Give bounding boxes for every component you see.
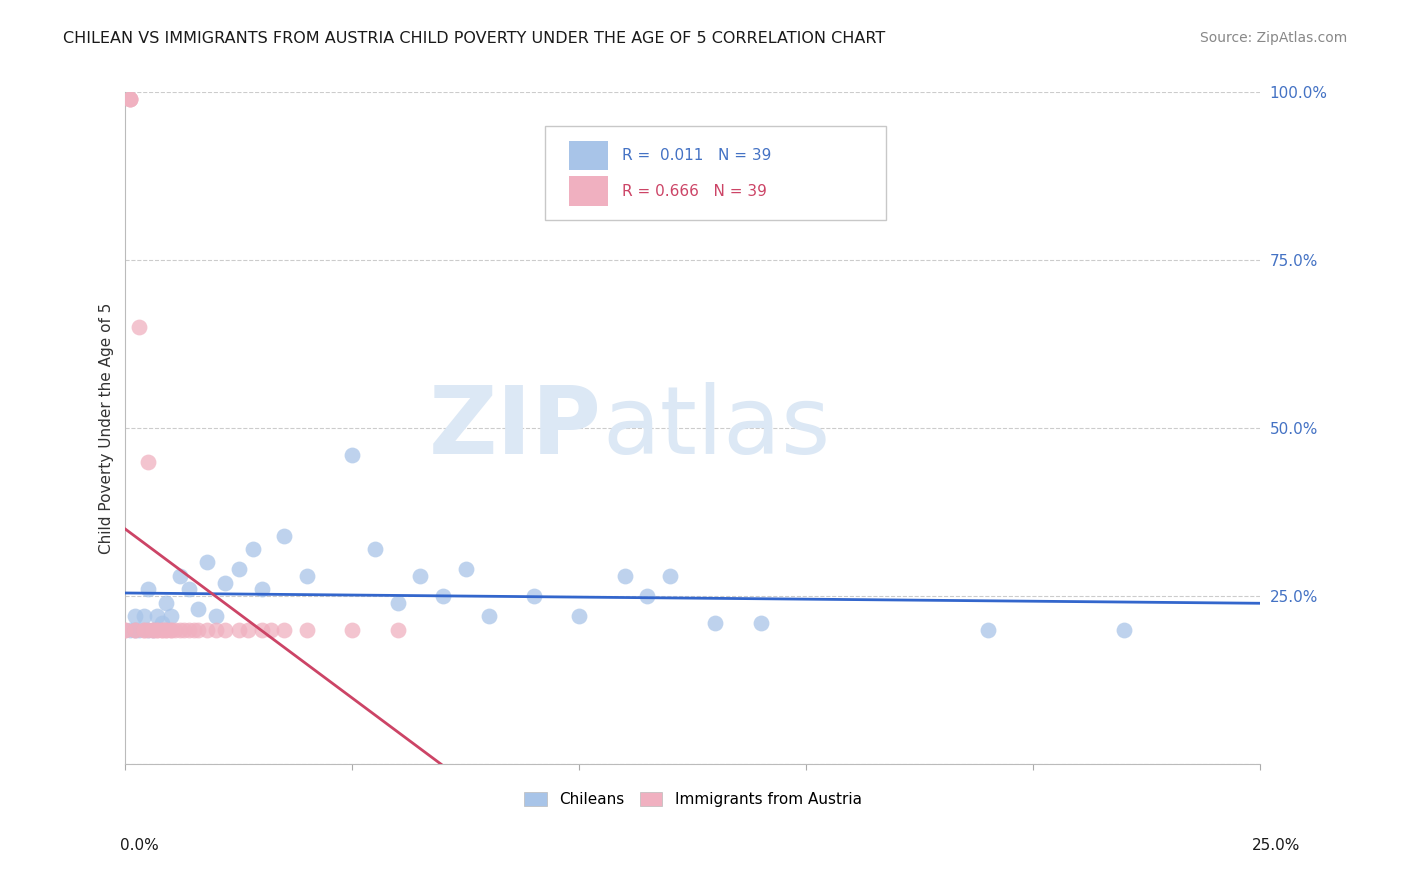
Point: [387, 596, 409, 610]
Text: 25.0%: 25.0%: [1253, 838, 1301, 853]
Point: [132, 623, 155, 637]
Point: [169, 623, 191, 637]
Point: [142, 623, 165, 637]
Point: [146, 623, 169, 637]
Text: R =  0.011   N = 39: R = 0.011 N = 39: [623, 148, 772, 163]
Text: CHILEAN VS IMMIGRANTS FROM AUSTRIA CHILD POVERTY UNDER THE AGE OF 5 CORRELATION : CHILEAN VS IMMIGRANTS FROM AUSTRIA CHILD…: [63, 31, 886, 46]
Point: [136, 582, 159, 597]
Point: [387, 623, 409, 637]
Point: [177, 623, 200, 637]
Point: [523, 589, 546, 603]
Legend: Chileans, Immigrants from Austria: Chileans, Immigrants from Austria: [517, 786, 868, 814]
Point: [659, 569, 682, 583]
Point: [173, 623, 195, 637]
Text: atlas: atlas: [602, 382, 830, 474]
Point: [160, 623, 183, 637]
Point: [242, 541, 264, 556]
Point: [214, 575, 236, 590]
Point: [136, 623, 159, 637]
Point: [636, 589, 658, 603]
Point: [136, 455, 159, 469]
FancyBboxPatch shape: [569, 177, 607, 206]
Point: [155, 596, 177, 610]
Point: [749, 615, 772, 630]
Point: [155, 623, 177, 637]
Point: [146, 623, 169, 637]
Text: R = 0.666   N = 39: R = 0.666 N = 39: [623, 184, 768, 199]
Point: [568, 609, 591, 624]
Text: ZIP: ZIP: [429, 382, 602, 474]
Point: [187, 623, 209, 637]
Point: [187, 602, 209, 616]
Point: [142, 623, 165, 637]
Point: [132, 623, 155, 637]
Point: [118, 92, 141, 106]
Point: [432, 589, 454, 603]
FancyBboxPatch shape: [569, 141, 607, 170]
Text: 0.0%: 0.0%: [120, 838, 159, 853]
Point: [128, 320, 150, 334]
Point: [124, 623, 146, 637]
Point: [169, 569, 191, 583]
Point: [342, 623, 364, 637]
Point: [205, 623, 228, 637]
Point: [409, 569, 432, 583]
Point: [195, 623, 218, 637]
Point: [136, 623, 159, 637]
Point: [150, 615, 173, 630]
Point: [477, 609, 499, 624]
Point: [165, 623, 187, 637]
Point: [228, 623, 250, 637]
Point: [214, 623, 236, 637]
Point: [118, 623, 141, 637]
Point: [195, 555, 218, 569]
Y-axis label: Child Poverty Under the Age of 5: Child Poverty Under the Age of 5: [100, 302, 114, 554]
Point: [124, 623, 146, 637]
Point: [132, 609, 155, 624]
Point: [205, 609, 228, 624]
Point: [295, 569, 318, 583]
Point: [454, 562, 477, 576]
Point: [118, 92, 141, 106]
Point: [128, 623, 150, 637]
Point: [704, 615, 727, 630]
Point: [250, 623, 273, 637]
Point: [273, 623, 295, 637]
Point: [118, 92, 141, 106]
Point: [260, 623, 283, 637]
Point: [1112, 623, 1135, 637]
Point: [142, 623, 165, 637]
Point: [183, 623, 205, 637]
Point: [364, 541, 387, 556]
Point: [177, 582, 200, 597]
Point: [228, 562, 250, 576]
Point: [150, 623, 173, 637]
FancyBboxPatch shape: [546, 126, 886, 220]
Point: [124, 623, 146, 637]
Point: [124, 609, 146, 624]
Point: [150, 623, 173, 637]
Point: [114, 623, 136, 637]
Point: [114, 623, 136, 637]
Text: Source: ZipAtlas.com: Source: ZipAtlas.com: [1199, 31, 1347, 45]
Point: [273, 528, 295, 542]
Point: [295, 623, 318, 637]
Point: [613, 569, 636, 583]
Point: [160, 623, 183, 637]
Point: [342, 448, 364, 462]
Point: [160, 609, 183, 624]
Point: [250, 582, 273, 597]
Point: [146, 609, 169, 624]
Point: [977, 623, 1000, 637]
Point: [155, 623, 177, 637]
Point: [236, 623, 259, 637]
